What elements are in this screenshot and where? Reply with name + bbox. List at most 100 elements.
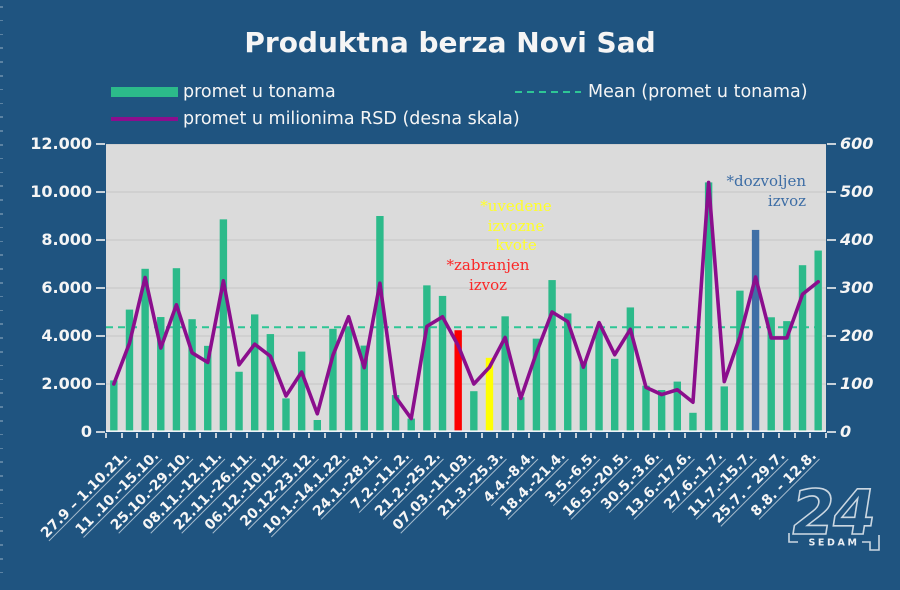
bar-promet: [767, 317, 775, 432]
legend-mean-swatch: [515, 91, 581, 93]
x-tick: [198, 432, 201, 438]
x-tick: [465, 432, 467, 438]
x-tick: [809, 432, 812, 438]
legend-bar-swatch: [111, 87, 178, 97]
y-tick-left: [96, 239, 105, 241]
annotation-ban-line: izvoz: [468, 275, 508, 294]
bar-promet: [172, 268, 181, 432]
x-tick: [245, 432, 248, 438]
bar-promet: [470, 391, 478, 432]
edge-tick: [0, 268, 3, 270]
y-tick-label-right: 0: [840, 422, 852, 441]
bar-promet: [266, 334, 275, 432]
x-tick: [292, 432, 295, 438]
y-tick-label-left: 6.000: [41, 278, 92, 297]
logo-24sedam: 24 SEDAM: [785, 476, 880, 551]
edge-tick: [0, 102, 3, 105]
annotation-ban-line: *zabranjen: [446, 256, 530, 274]
edge-tick: [0, 240, 3, 243]
x-tick: [778, 432, 781, 438]
x-tick: [355, 432, 358, 438]
edge-tick: [0, 489, 3, 491]
edge-tick: [0, 75, 3, 77]
bar-promet: [282, 398, 290, 432]
bar-promet: [188, 319, 196, 432]
x-tick: [167, 432, 170, 438]
y-tick-label-right: 200: [840, 326, 874, 345]
x-tick: [151, 432, 154, 438]
chart-title: Produktna berza Novi Sad: [244, 26, 656, 59]
x-tick: [621, 432, 624, 438]
x-tick: [324, 432, 327, 438]
annotation-allowed-line: izvoz: [767, 191, 806, 210]
y-tick-label-left: 8.000: [41, 230, 92, 249]
y-tick-label-left: 10.000: [30, 182, 92, 201]
bar-promet: [673, 381, 682, 432]
x-tick: [543, 432, 546, 438]
edge-tick: [0, 337, 3, 339]
x-tick: [386, 432, 389, 438]
bar-promet: [657, 390, 666, 432]
edge-tick: [0, 378, 3, 381]
x-tick: [684, 432, 687, 438]
bar-promet: [548, 280, 556, 432]
bar-promet: [423, 285, 431, 432]
y-tick-left: [96, 383, 105, 385]
x-tick: [637, 432, 640, 438]
bar-promet: [517, 397, 525, 432]
logo-bracket-left: [788, 533, 798, 543]
edge-tick: [0, 295, 3, 298]
y-tick-left: [96, 143, 105, 145]
x-tick: [418, 432, 421, 438]
x-tick: [558, 432, 561, 438]
x-tick: [746, 432, 749, 438]
legend-line-swatch: [111, 117, 178, 121]
edge-tick: [0, 420, 3, 422]
edge-tick: [0, 33, 3, 36]
x-tick: [715, 432, 718, 438]
bar-promet: [344, 327, 353, 432]
bar-promet: [642, 385, 650, 432]
x-tick: [261, 432, 264, 438]
edge-tick: [0, 282, 3, 284]
x-tick: [590, 432, 593, 438]
x-tick: [230, 432, 233, 438]
bar-promet: [610, 358, 619, 432]
x-tick: [731, 432, 734, 438]
plot-canvas: [106, 143, 826, 433]
y-tick-label-right: 400: [840, 230, 874, 249]
edge-tick: [0, 502, 3, 505]
edge-tick: [0, 144, 3, 146]
bar-promet: [204, 345, 212, 432]
x-tick: [136, 432, 139, 438]
x-tick: [449, 432, 452, 438]
x-tick: [371, 432, 374, 438]
bar-promet: [329, 328, 337, 432]
x-tick: [605, 432, 608, 438]
annotation-allowed-line: *dozvoljen: [726, 172, 806, 190]
bar-promet: [219, 219, 228, 432]
y-tick-right: [827, 239, 836, 241]
x-tick: [105, 432, 107, 438]
x-tick: [699, 432, 702, 438]
x-tick: [183, 432, 186, 438]
annotation-quota-line: kvote: [495, 236, 537, 254]
bar-promet: [250, 314, 259, 432]
bar-promet: [564, 313, 572, 432]
edge-tick: [0, 392, 3, 394]
logo-24-outline: 24: [785, 476, 880, 550]
bar-promet: [798, 265, 807, 432]
legend-line-label: promet u milionima RSD (desna skala): [183, 108, 520, 129]
edge-tick: [0, 157, 3, 160]
y-tick-label-left: 0: [80, 422, 92, 441]
x-tick: [527, 432, 530, 438]
y-tick-right: [827, 143, 836, 145]
x-tick: [120, 432, 123, 438]
edge-tick: [0, 19, 3, 22]
x-tick: [668, 432, 671, 438]
annotation-quota-line: *uvedene: [480, 197, 552, 215]
y-tick-label-left: 4.000: [41, 326, 92, 345]
bar-promet: [720, 386, 728, 432]
edge-tick: [0, 185, 3, 187]
